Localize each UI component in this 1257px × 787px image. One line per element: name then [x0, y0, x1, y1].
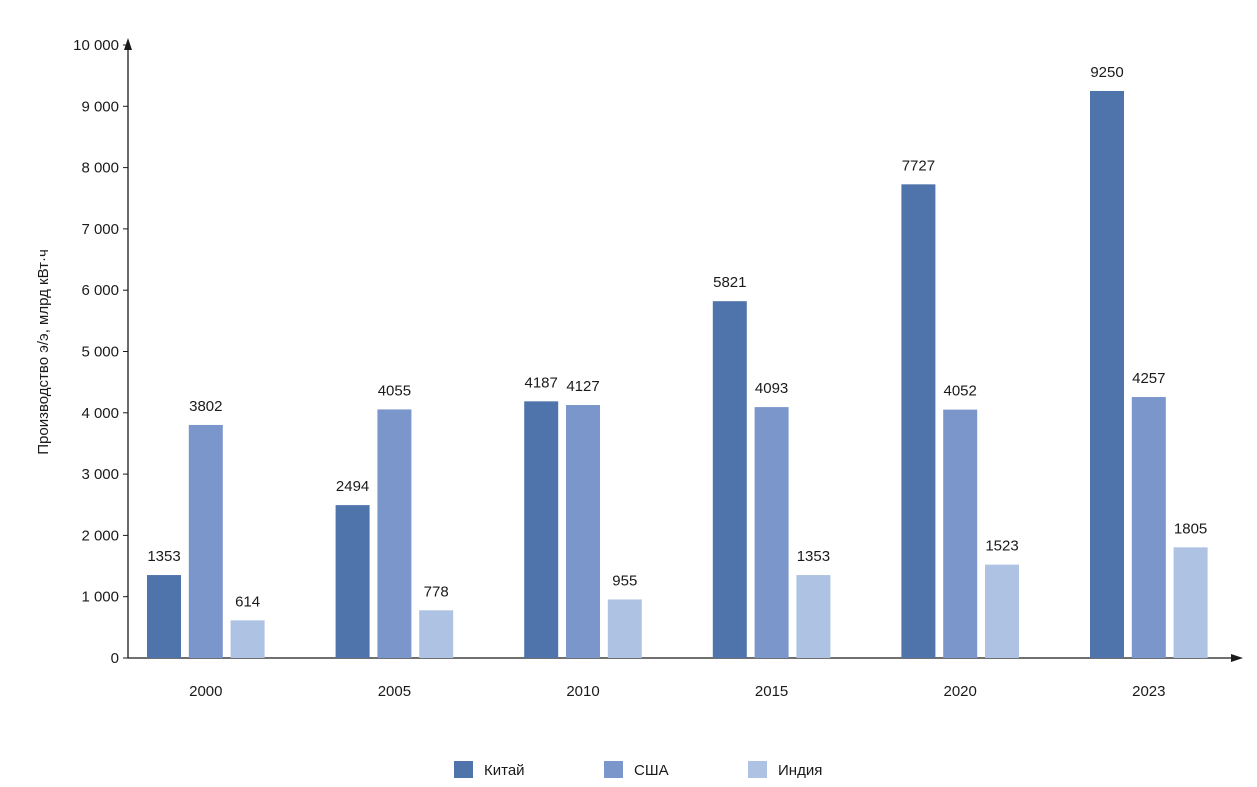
data-labels: 1353 3802 614 2494 4055 778 4187 4127 955 5821 409… [147, 64, 1207, 610]
y-tick-label: 6 000 [81, 282, 119, 299]
y-tick-label: 9 000 [81, 98, 119, 115]
y-axis-arrow [124, 38, 132, 50]
y-tick-label: 1 000 [81, 589, 119, 606]
data-label: 7727 [902, 157, 935, 174]
legend: Китай США Индия [454, 761, 822, 779]
data-label: 4257 [1132, 370, 1165, 387]
data-label: 9250 [1090, 64, 1123, 81]
x-category-label: 2000 [189, 683, 222, 700]
y-tick-label: 7 000 [81, 221, 119, 238]
bar-Индия-2000 [230, 620, 265, 658]
y-axis-label: Производство э/э, млрд кВт·ч [35, 249, 52, 455]
bar-США-2023 [1131, 397, 1166, 658]
x-categories: 2000 2005 2010 2015 2020 2023 [189, 683, 1165, 700]
bar-США-2010 [566, 405, 600, 658]
bar-США-2000 [188, 424, 223, 658]
x-axis-arrow [1231, 654, 1243, 662]
y-tick-label: 2 000 [81, 527, 119, 544]
y-tick-label: 5 000 [81, 344, 119, 361]
bar-США-2020 [943, 409, 978, 658]
y-ticks: 0 1 000 2 000 3 000 4 000 5 000 6 000 7 000 8 00… [73, 37, 128, 667]
x-category-label: 2023 [1132, 683, 1165, 700]
y-tick-label: 4 000 [81, 405, 119, 422]
bar-Индия-2023 [1173, 547, 1208, 658]
data-label: 4093 [755, 380, 788, 397]
y-tick-label: 0 [111, 650, 119, 667]
bar-Индия-2010 [607, 599, 642, 658]
data-label: 1805 [1174, 520, 1207, 537]
bar-Китай-2005 [335, 505, 370, 658]
x-category-label: 2005 [378, 683, 411, 700]
data-label: 2494 [336, 478, 369, 495]
data-label: 4052 [944, 383, 977, 400]
bar-Индия-2005 [419, 610, 454, 658]
bar-Китай-2000 [147, 575, 181, 658]
y-tick-label: 10 000 [73, 37, 119, 54]
bar-Китай-2010 [524, 401, 559, 658]
bar-Китай-2020 [901, 184, 936, 658]
data-label: 5821 [713, 274, 746, 291]
data-label: 4127 [566, 378, 599, 395]
bar-Китай-2023 [1090, 90, 1124, 659]
bar-Индия-2020 [985, 564, 1019, 658]
bar-Индия-2015 [796, 575, 831, 658]
data-label: 1353 [797, 548, 830, 565]
x-category-label: 2010 [566, 683, 599, 700]
bars [147, 90, 1208, 659]
data-label: 1523 [985, 538, 1018, 555]
legend-label: США [634, 762, 669, 779]
y-tick-label: 3 000 [81, 466, 119, 483]
x-category-label: 2020 [944, 683, 977, 700]
data-label: 778 [424, 583, 449, 600]
data-label: 614 [235, 593, 260, 610]
axes [124, 38, 1243, 662]
legend-swatch [748, 761, 767, 778]
data-label: 4187 [525, 374, 558, 391]
bar-США-2015 [754, 407, 789, 658]
bar-Китай-2015 [712, 301, 747, 658]
bar-США-2005 [377, 409, 412, 658]
legend-label: Китай [484, 762, 525, 779]
data-label: 955 [612, 572, 637, 589]
data-label: 1353 [147, 548, 180, 565]
legend-label: Индия [778, 762, 822, 779]
legend-swatch [454, 761, 473, 778]
x-category-label: 2015 [755, 683, 788, 700]
y-tick-label: 8 000 [81, 160, 119, 177]
data-label: 3802 [189, 398, 222, 415]
legend-swatch [604, 761, 623, 778]
data-label: 4055 [378, 382, 411, 399]
